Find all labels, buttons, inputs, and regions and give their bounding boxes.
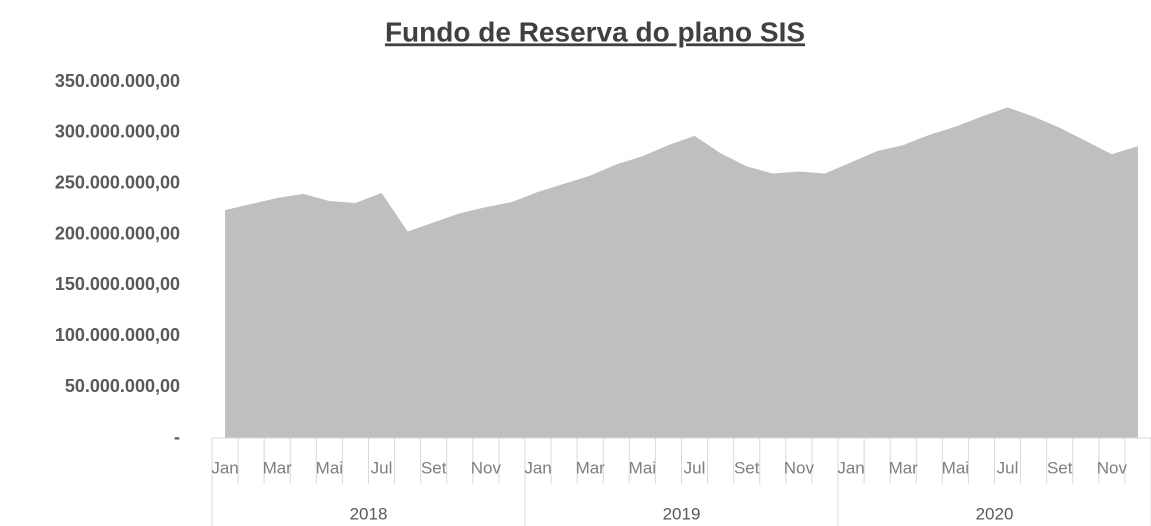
y-tick-label: 150.000.000,00	[55, 274, 180, 294]
y-tick-label: 100.000.000,00	[55, 325, 180, 345]
x-tick-label: Nov	[784, 458, 815, 477]
x-tick-label: Set	[734, 458, 760, 477]
x-tick-label: Mar	[576, 458, 606, 477]
y-tick-label: 250.000.000,00	[55, 172, 180, 192]
x-tick-label: Jul	[371, 458, 393, 477]
x-tick-label: Mar	[263, 458, 293, 477]
x-tick-label: Jan	[837, 458, 864, 477]
y-tick-label: -	[174, 427, 180, 447]
x-tick-label: Jan	[524, 458, 551, 477]
y-tick-label: 200.000.000,00	[55, 223, 180, 243]
x-tick-label: Nov	[1097, 458, 1128, 477]
x-tick-label: Set	[1047, 458, 1073, 477]
x-tick-label: Mai	[942, 458, 969, 477]
x-tick-label: Jul	[997, 458, 1019, 477]
x-tick-label: Jul	[684, 458, 706, 477]
y-tick-label: 50.000.000,00	[65, 376, 180, 396]
x-tick-label: Jan	[211, 458, 238, 477]
x-tick-label: Set	[421, 458, 447, 477]
x-tick-label: Mar	[889, 458, 919, 477]
y-tick-label: 350.000.000,00	[55, 71, 180, 91]
year-label: 2018	[350, 504, 388, 523]
year-label: 2020	[976, 504, 1014, 523]
x-tick-label: Mai	[316, 458, 343, 477]
year-label: 2019	[663, 504, 701, 523]
x-tick-label: Nov	[471, 458, 502, 477]
x-tick-label: Mai	[629, 458, 656, 477]
chart-title: Fundo de Reserva do plano SIS	[385, 16, 805, 47]
y-tick-label: 300.000.000,00	[55, 122, 180, 142]
area	[225, 107, 1138, 438]
